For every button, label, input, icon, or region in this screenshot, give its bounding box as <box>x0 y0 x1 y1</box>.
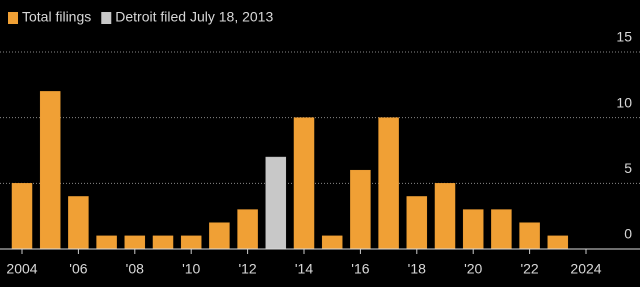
bar <box>293 117 315 250</box>
legend-swatch <box>101 12 112 24</box>
x-tick-label: 2024 <box>570 261 601 277</box>
x-tick-label: '14 <box>295 261 313 277</box>
legend-swatch <box>8 12 18 24</box>
bar <box>96 235 117 250</box>
x-tick-label: '06 <box>69 261 87 277</box>
legend-label: Total filings <box>22 9 91 25</box>
x-tick-label: '12 <box>238 261 256 277</box>
y-tick-label: 5 <box>624 160 632 176</box>
legend-label: Detroit filed July 18, 2013 <box>115 9 273 25</box>
bar <box>350 169 371 250</box>
x-tick-label: '20 <box>464 261 482 277</box>
bar <box>434 183 456 250</box>
x-tick-label: '08 <box>126 261 144 277</box>
bar <box>180 235 202 250</box>
bar <box>378 117 399 250</box>
bar <box>11 183 33 250</box>
bar <box>209 222 230 250</box>
bar <box>321 235 343 250</box>
bar <box>152 235 174 250</box>
x-tick-label: '10 <box>182 261 200 277</box>
y-tick-label: 15 <box>616 29 632 45</box>
bar <box>237 209 258 250</box>
y-tick-label: 0 <box>624 226 632 242</box>
bar <box>491 209 512 250</box>
x-tick-label: 2004 <box>6 261 37 277</box>
bar <box>265 156 287 250</box>
x-tick-label: '16 <box>351 261 369 277</box>
y-tick-label: 10 <box>616 94 632 110</box>
bar <box>547 235 569 250</box>
bar <box>406 196 428 250</box>
bar <box>124 235 146 250</box>
bar <box>519 222 540 250</box>
bar <box>39 91 61 250</box>
x-tick-label: '22 <box>520 261 538 277</box>
bar <box>462 209 484 250</box>
bar <box>68 196 89 250</box>
x-tick-label: '18 <box>408 261 426 277</box>
